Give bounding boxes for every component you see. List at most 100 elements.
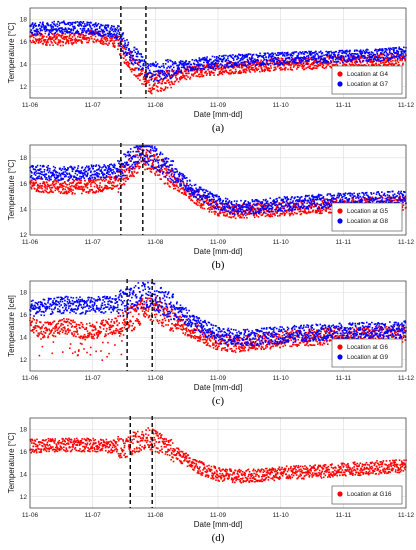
data-point [124, 174, 127, 177]
data-point [75, 187, 77, 190]
data-point [238, 53, 240, 56]
data-point [276, 64, 279, 66]
data-point [100, 176, 103, 179]
data-point [36, 30, 39, 32]
data-point [64, 35, 67, 38]
data-point [301, 51, 304, 53]
data-point [107, 35, 110, 37]
data-point [157, 74, 159, 77]
data-point [351, 56, 354, 59]
data-point [88, 38, 91, 40]
data-point [299, 62, 301, 65]
data-point [36, 183, 39, 186]
data-point [170, 181, 173, 184]
data-point [165, 167, 168, 169]
data-point [234, 71, 236, 73]
data-point [131, 173, 134, 175]
data-point [363, 56, 366, 58]
data-point [107, 187, 110, 190]
data-point [332, 53, 335, 56]
data-point [101, 171, 104, 174]
data-point [260, 64, 263, 67]
data-point [93, 176, 96, 179]
data-point [79, 172, 82, 174]
data-point [105, 174, 108, 177]
data-point [178, 77, 181, 79]
data-point [349, 59, 352, 62]
data-point [172, 75, 174, 77]
data-point [169, 169, 172, 171]
data-point [35, 39, 38, 42]
data-point [136, 162, 139, 164]
data-point [47, 184, 50, 187]
data-point [279, 53, 281, 55]
data-point [287, 209, 289, 211]
data-point [153, 88, 155, 90]
data-point [96, 187, 99, 190]
data-point [54, 170, 56, 172]
data-point [41, 178, 44, 180]
data-point [205, 59, 208, 61]
data-point [201, 207, 204, 209]
data-point [116, 36, 119, 39]
data-point [92, 40, 94, 43]
data-point [150, 75, 153, 78]
data-point [150, 168, 153, 171]
data-point [73, 185, 76, 188]
data-point [310, 68, 312, 70]
data-point [267, 56, 270, 59]
data-point [267, 63, 270, 66]
data-point [106, 171, 109, 173]
data-point [45, 25, 47, 27]
data-point [211, 205, 213, 207]
data-point [37, 190, 40, 193]
data-point [128, 62, 130, 65]
data-point [136, 165, 138, 168]
data-point [269, 59, 272, 61]
data-point [213, 208, 216, 210]
data-point [371, 196, 374, 199]
data-point [227, 57, 229, 59]
data-point [293, 205, 296, 207]
data-point [46, 39, 49, 41]
data-point [364, 51, 366, 54]
data-point [206, 60, 209, 63]
data-point [298, 59, 300, 61]
data-point [331, 200, 333, 203]
data-point [285, 211, 288, 214]
data-point [158, 159, 161, 161]
data-point [133, 155, 135, 157]
data-point [92, 180, 94, 183]
data-point [122, 174, 125, 177]
data-point [161, 153, 164, 155]
data-point [50, 38, 53, 41]
data-point [326, 204, 329, 207]
data-point [133, 155, 136, 158]
data-point [187, 189, 189, 191]
data-point [53, 169, 56, 171]
data-point [171, 68, 173, 71]
data-point [270, 55, 273, 58]
data-point [154, 74, 157, 76]
data-point [131, 170, 133, 173]
data-point [139, 68, 142, 71]
data-point [39, 164, 42, 167]
data-point [102, 174, 104, 177]
data-point [35, 166, 38, 168]
data-point [211, 205, 214, 208]
data-point [396, 53, 398, 56]
data-point [39, 172, 42, 175]
data-point [46, 188, 49, 190]
data-point [175, 177, 177, 180]
data-point [303, 58, 305, 60]
data-point [110, 176, 113, 179]
data-point [169, 181, 172, 184]
data-point [176, 67, 179, 69]
data-point [30, 181, 32, 184]
data-point [201, 204, 203, 207]
data-point [382, 61, 384, 64]
data-point [91, 33, 94, 36]
data-point [115, 34, 118, 36]
data-point [166, 67, 168, 69]
